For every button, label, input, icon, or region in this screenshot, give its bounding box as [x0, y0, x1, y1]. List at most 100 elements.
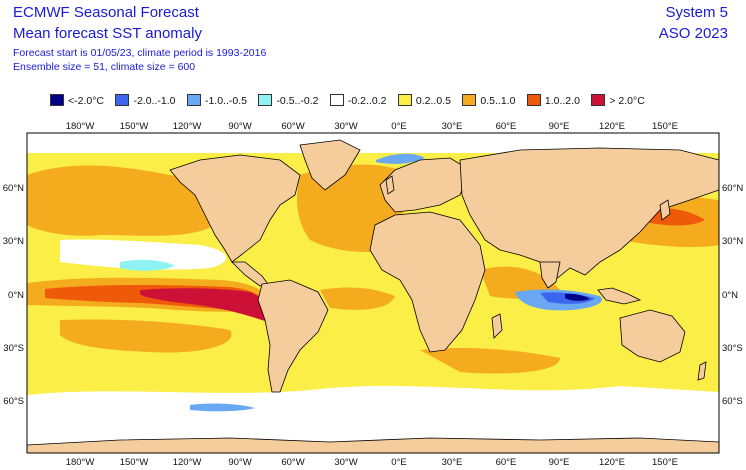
lon-label: 60°E [496, 457, 517, 468]
land-british-isles [385, 175, 395, 195]
lat-label: 30°N [722, 236, 743, 247]
lat-label: 0°N [722, 290, 738, 301]
lat-label: 30°N [3, 236, 24, 247]
color-legend: <-2.0°C -2.0..-1.0 -1.0..-0.5 -0.5..-0.2… [50, 94, 652, 110]
lon-label: 180°W [66, 457, 95, 468]
land-north-america [169, 154, 301, 263]
legend-swatch [186, 94, 201, 106]
north-pacific-neutral [60, 239, 227, 270]
lon-label: 120°E [599, 457, 625, 468]
lon-label: 30°E [442, 121, 463, 132]
legend-label: 0.2..0.5 [415, 95, 451, 107]
land-japan [659, 199, 671, 221]
land-africa [369, 211, 486, 353]
lat-label: 30°S [3, 343, 24, 354]
land-indonesia [597, 287, 642, 305]
lon-label: 60°W [281, 121, 304, 132]
legend-item: 0.5..1.0 [462, 94, 515, 107]
lon-label: 90°E [549, 457, 570, 468]
legend-swatch [591, 94, 606, 106]
lon-label: 0°E [391, 457, 406, 468]
lon-label: 120°W [173, 121, 202, 132]
lat-label: 60°N [3, 183, 24, 194]
lon-label: 0°E [391, 121, 406, 132]
chart-subtitle: Mean forecast SST anomaly [13, 25, 202, 42]
legend-swatch [50, 94, 64, 106]
nordic-cool-patch [376, 153, 425, 164]
equatorial-atlantic-warm [320, 287, 395, 310]
forecast-info: Forecast start is 01/05/23, climate peri… [13, 47, 267, 59]
lat-label: 60°S [3, 396, 24, 407]
lon-label: 30°W [334, 121, 357, 132]
lat-label: 60°S [722, 396, 743, 407]
legend-label: > 2.0°C [609, 95, 645, 107]
land-antarctica [27, 437, 719, 453]
land-australia [619, 309, 686, 363]
legend-label: -0.5..-0.2 [276, 95, 319, 107]
ensemble-info: Ensemble size = 51, climate size = 600 [13, 61, 196, 73]
lon-label: 150°W [120, 121, 149, 132]
lon-label: 120°E [599, 121, 625, 132]
legend-label: -1.0..-0.5 [204, 95, 247, 107]
land-india [539, 261, 561, 289]
land-new-zealand [697, 361, 707, 381]
legend-item: -2.0..-1.0 [115, 94, 176, 107]
landmasses [27, 139, 719, 453]
legend-label: -2.0..-1.0 [133, 95, 176, 107]
system-label: System 5 [665, 4, 728, 21]
legend-label: -0.2..0.2 [347, 95, 387, 107]
lon-label: 120°W [173, 457, 202, 468]
land-madagascar [491, 313, 503, 339]
land-asia [459, 147, 719, 281]
lon-label: 90°W [228, 457, 251, 468]
legend-item: 1.0..2.0 [526, 94, 580, 107]
legend-item: <-2.0°C [50, 94, 104, 107]
lon-label: 150°E [652, 121, 678, 132]
legend-item: -0.5..-0.2 [258, 94, 318, 107]
legend-item: 0.2..0.5 [397, 94, 451, 107]
east-indian-coldest [565, 293, 590, 301]
lon-label: 30°W [334, 457, 357, 468]
arctic-neutral [27, 133, 719, 153]
legend-swatch [462, 94, 477, 106]
lat-axis-left: 60°N 30°N 0°N 30°S 60°S [3, 183, 24, 407]
legend-swatch [526, 94, 541, 106]
south-indian-warm [420, 347, 560, 374]
legend-item: -0.2..0.2 [329, 94, 387, 107]
lon-axis-bottom: 180°W 150°W 120°W 90°W 60°W 30°W 0°E 30°… [66, 457, 678, 468]
lon-axis-top: 180°W 150°W 120°W 90°W 60°W 30°W 0°E 30°… [66, 121, 678, 132]
south-pacific-warm [60, 319, 232, 353]
legend-item: -1.0..-0.5 [186, 94, 247, 107]
southern-ocean-neutral-edge [27, 385, 719, 410]
lon-label: 60°W [281, 457, 304, 468]
lat-label: 60°N [722, 183, 743, 194]
map-frame [26, 132, 720, 454]
land-south-america [257, 279, 329, 393]
lat-label: 30°S [722, 343, 743, 354]
lon-label: 30°E [442, 457, 463, 468]
legend-label: 1.0..2.0 [544, 95, 580, 107]
north-pacific-warm [27, 165, 216, 236]
el-nino-peak [140, 288, 269, 322]
period-label: ASO 2023 [658, 25, 728, 42]
legend-swatch [329, 94, 344, 106]
legend-label: <-2.0°C [68, 95, 105, 107]
lat-axis-right: 60°N 30°N 0°N 30°S 60°S [722, 183, 743, 407]
legend-label: 0.5..1.0 [480, 95, 516, 107]
land-greenland [299, 139, 361, 191]
legend-swatch [115, 94, 130, 106]
legend-item: > 2.0°C [591, 94, 645, 107]
subtropical-cool-patch [120, 259, 175, 271]
lon-label: 90°E [549, 121, 570, 132]
lon-label: 150°E [652, 457, 678, 468]
lon-label: 60°E [496, 121, 517, 132]
southern-cool-patch [190, 403, 255, 412]
legend-swatch [258, 94, 273, 106]
legend-swatch [397, 94, 412, 106]
lon-label: 180°W [66, 121, 95, 132]
chart-title: ECMWF Seasonal Forecast [13, 4, 199, 21]
lon-label: 90°W [228, 121, 251, 132]
lat-label: 0°N [8, 290, 24, 301]
lon-label: 150°W [120, 457, 149, 468]
